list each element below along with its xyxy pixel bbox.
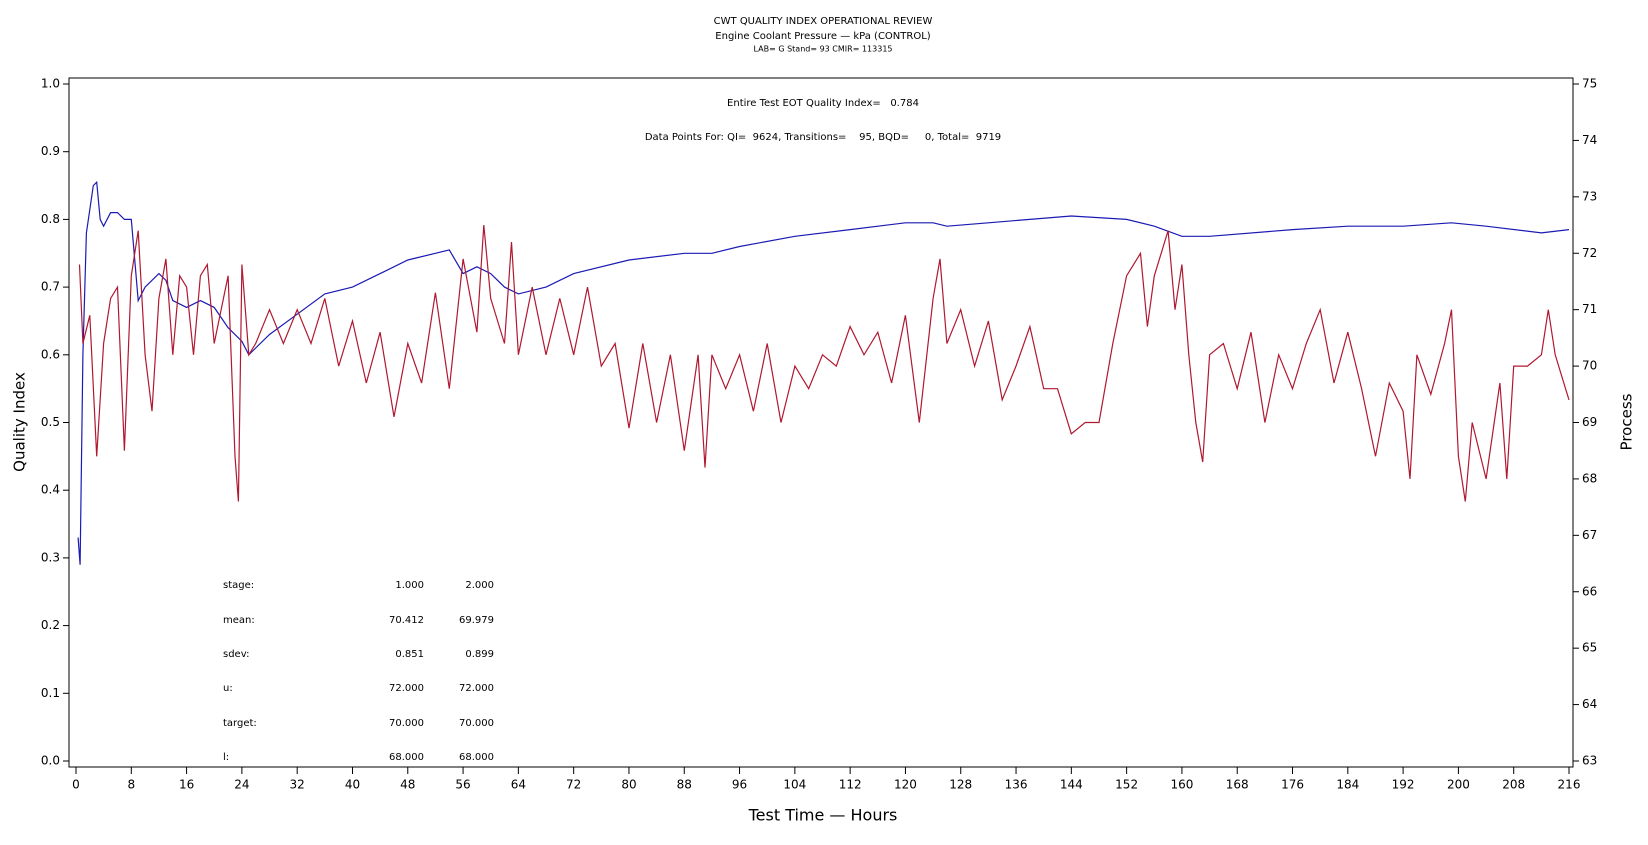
x-tick-label: 88 xyxy=(677,778,692,792)
x-tick-label: 8 xyxy=(127,778,135,792)
x-tick-label: 168 xyxy=(1226,778,1249,792)
stats-label: u: xyxy=(223,683,233,694)
stats-value: 70.000 xyxy=(389,718,424,729)
y2-tick-label: 74 xyxy=(1582,133,1597,147)
annotation: Entire Test EOT Quality Index= 0.784 xyxy=(727,98,919,109)
x-tick-label: 104 xyxy=(783,778,806,792)
chart-subtitle: Engine Coolant Pressure — kPa (CONTROL) xyxy=(715,31,930,42)
x-tick-label: 184 xyxy=(1336,778,1359,792)
stats-value: 0.851 xyxy=(395,649,424,660)
y-tick-label: 0.4 xyxy=(41,483,60,497)
x-tick-label: 120 xyxy=(894,778,917,792)
y-tick-label: 0.8 xyxy=(41,212,60,226)
x-tick-label: 0 xyxy=(72,778,80,792)
plot-frame xyxy=(68,77,1574,768)
y2-tick-label: 66 xyxy=(1582,584,1597,598)
y2-tick-label: 67 xyxy=(1582,528,1597,542)
y-tick-label: 0.0 xyxy=(41,754,60,768)
x-tick-label: 192 xyxy=(1392,778,1415,792)
x-tick-label: 56 xyxy=(455,778,470,792)
y-tick-label: 0.7 xyxy=(41,280,60,294)
y2-tick-label: 63 xyxy=(1582,754,1597,768)
y-tick-label: 0.1 xyxy=(41,686,60,700)
stats-value: 2.000 xyxy=(465,580,494,591)
x-tick-label: 32 xyxy=(290,778,305,792)
stats-value: 72.000 xyxy=(459,683,494,694)
y2-axis-label: Process xyxy=(1618,393,1636,450)
y-tick-label: 0.6 xyxy=(41,347,60,361)
y2-tick-label: 75 xyxy=(1582,77,1597,91)
stats-label: l: xyxy=(223,752,229,763)
y2-tick-label: 71 xyxy=(1582,302,1597,316)
y2-tick-label: 69 xyxy=(1582,415,1597,429)
x-tick-label: 200 xyxy=(1447,778,1470,792)
y2-tick-label: 72 xyxy=(1582,246,1597,260)
stats-value: 69.979 xyxy=(459,615,494,626)
y-tick-label: 1.0 xyxy=(41,77,60,91)
x-tick-label: 128 xyxy=(949,778,972,792)
stats-value: 68.000 xyxy=(389,752,424,763)
stats-label: target: xyxy=(223,718,257,729)
annotation: Data Points For: QI= 9624, Transitions= … xyxy=(645,132,1001,143)
stats-label: sdev: xyxy=(223,649,249,660)
y2-tick-label: 68 xyxy=(1582,471,1597,485)
y2-tick-label: 70 xyxy=(1582,359,1597,373)
chart-title: CWT QUALITY INDEX OPERATIONAL REVIEW xyxy=(714,16,933,27)
x-tick-label: 176 xyxy=(1281,778,1304,792)
stats-label: stage: xyxy=(223,580,254,591)
stats-label: mean: xyxy=(223,615,255,626)
x-tick-label: 208 xyxy=(1502,778,1525,792)
stats-value: 68.000 xyxy=(459,752,494,763)
y-tick-label: 0.9 xyxy=(41,144,60,158)
x-tick-label: 48 xyxy=(400,778,415,792)
x-tick-label: 136 xyxy=(1005,778,1028,792)
x-tick-label: 16 xyxy=(179,778,194,792)
x-tick-label: 152 xyxy=(1115,778,1138,792)
x-tick-label: 216 xyxy=(1558,778,1581,792)
chart-subtitle: LAB= G Stand= 93 CMIR= 113315 xyxy=(753,45,892,54)
stats-value: 1.000 xyxy=(395,580,424,591)
x-tick-label: 112 xyxy=(839,778,862,792)
y2-tick-label: 65 xyxy=(1582,641,1597,655)
data-line xyxy=(78,224,1570,502)
y-tick-label: 0.5 xyxy=(41,415,60,429)
x-tick-label: 64 xyxy=(511,778,526,792)
x-tick-label: 144 xyxy=(1060,778,1083,792)
stats-value: 70.000 xyxy=(459,718,494,729)
x-tick-label: 80 xyxy=(621,778,636,792)
y2-tick-label: 73 xyxy=(1582,189,1597,203)
x-tick-label: 96 xyxy=(732,778,747,792)
x-axis-label: Test Time — Hours xyxy=(748,806,898,825)
x-tick-label: 72 xyxy=(566,778,581,792)
stats-value: 70.412 xyxy=(389,615,424,626)
stats-value: 0.899 xyxy=(465,649,494,660)
y-tick-label: 0.3 xyxy=(41,550,60,564)
y-axis-label: Quality Index xyxy=(11,372,29,472)
x-tick-label: 160 xyxy=(1170,778,1193,792)
y2-tick-label: 64 xyxy=(1582,697,1597,711)
x-tick-label: 40 xyxy=(345,778,360,792)
stats-value: 72.000 xyxy=(389,683,424,694)
y-tick-label: 0.2 xyxy=(41,618,60,632)
x-tick-label: 24 xyxy=(234,778,249,792)
data-line xyxy=(77,180,1570,565)
